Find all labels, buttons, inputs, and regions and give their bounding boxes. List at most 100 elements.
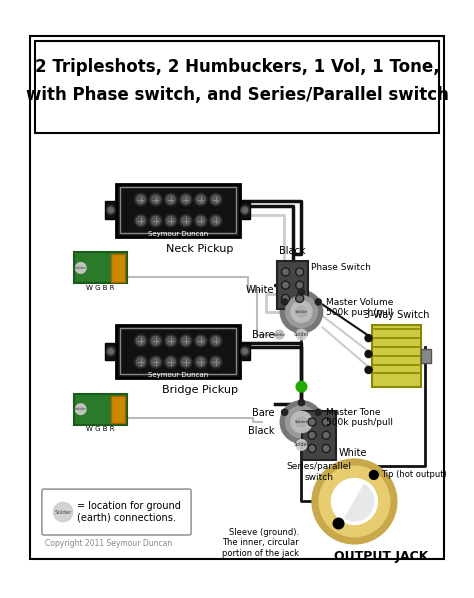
Circle shape <box>106 206 115 215</box>
Circle shape <box>310 419 315 425</box>
Bar <box>105 202 116 219</box>
Bar <box>116 184 240 237</box>
Circle shape <box>137 336 145 345</box>
Circle shape <box>297 296 302 301</box>
Bar <box>277 261 308 309</box>
Circle shape <box>283 269 288 274</box>
Circle shape <box>296 268 304 276</box>
Text: Solder: Solder <box>295 310 308 313</box>
Circle shape <box>210 215 222 227</box>
Bar <box>119 328 236 374</box>
Bar <box>116 325 240 378</box>
Circle shape <box>211 216 220 225</box>
Bar <box>111 254 125 282</box>
Text: White: White <box>246 285 274 295</box>
Text: 3-Way Switch: 3-Way Switch <box>364 310 429 319</box>
Circle shape <box>283 282 288 288</box>
Text: with Phase switch, and Series/Parallel switch: with Phase switch, and Series/Parallel s… <box>26 86 448 104</box>
Text: Series/parallel
switch: Series/parallel switch <box>287 462 352 481</box>
Text: Neck Pickup: Neck Pickup <box>166 243 234 254</box>
Text: Solder: Solder <box>293 443 310 447</box>
Circle shape <box>196 358 205 367</box>
Text: Solder: Solder <box>273 332 286 337</box>
Circle shape <box>211 336 220 345</box>
Circle shape <box>285 296 317 328</box>
Circle shape <box>210 356 222 368</box>
Text: W G B R: W G B R <box>86 285 115 291</box>
Text: Black: Black <box>248 426 274 436</box>
Circle shape <box>75 263 86 273</box>
Circle shape <box>196 336 205 345</box>
Circle shape <box>282 409 288 416</box>
Circle shape <box>296 281 304 289</box>
Text: Solder: Solder <box>55 509 72 514</box>
Circle shape <box>151 336 160 345</box>
Text: Solder: Solder <box>74 266 87 270</box>
Circle shape <box>180 215 192 227</box>
Text: 2 Tripleshots, 2 Humbuckers, 1 Vol, 1 Tone,: 2 Tripleshots, 2 Humbuckers, 1 Vol, 1 To… <box>35 58 439 76</box>
Circle shape <box>297 282 302 288</box>
Circle shape <box>210 335 222 347</box>
Circle shape <box>282 281 290 289</box>
Text: Master Tone
500k push/pull: Master Tone 500k push/pull <box>326 408 393 428</box>
Circle shape <box>108 208 113 213</box>
Text: Tip (hot output): Tip (hot output) <box>381 471 447 480</box>
Circle shape <box>182 336 190 345</box>
Circle shape <box>180 356 192 368</box>
Circle shape <box>331 478 377 524</box>
Circle shape <box>322 431 330 439</box>
Circle shape <box>285 406 317 438</box>
Circle shape <box>297 269 302 274</box>
Text: Bare: Bare <box>252 408 274 418</box>
Circle shape <box>282 268 290 276</box>
Text: Black: Black <box>279 246 306 257</box>
Circle shape <box>282 294 290 303</box>
Bar <box>105 343 116 360</box>
Bar <box>111 395 125 423</box>
Circle shape <box>210 193 222 206</box>
Text: Seymour Duncan: Seymour Duncan <box>148 372 208 378</box>
Circle shape <box>182 358 190 367</box>
Circle shape <box>324 432 329 438</box>
Bar <box>240 343 250 360</box>
Circle shape <box>240 347 249 356</box>
Circle shape <box>369 471 378 480</box>
Circle shape <box>164 215 177 227</box>
Circle shape <box>150 193 162 206</box>
Circle shape <box>150 356 162 368</box>
Text: Seymour Duncan: Seymour Duncan <box>148 231 208 237</box>
Circle shape <box>108 349 113 354</box>
Circle shape <box>151 358 160 367</box>
Circle shape <box>106 347 115 356</box>
Circle shape <box>315 409 321 416</box>
Text: Solder: Solder <box>74 407 87 411</box>
Circle shape <box>242 208 247 213</box>
Circle shape <box>166 195 175 204</box>
Text: W G B R: W G B R <box>86 426 115 432</box>
Circle shape <box>297 307 306 316</box>
Circle shape <box>324 446 329 451</box>
Circle shape <box>135 193 147 206</box>
Circle shape <box>297 307 306 316</box>
Circle shape <box>310 432 315 438</box>
Circle shape <box>195 215 207 227</box>
Circle shape <box>322 418 330 426</box>
Circle shape <box>150 215 162 227</box>
Circle shape <box>195 193 207 206</box>
Bar <box>420 349 431 363</box>
Circle shape <box>308 431 316 439</box>
Text: Bare: Bare <box>252 329 274 340</box>
Text: Master Volume
500k push/pull: Master Volume 500k push/pull <box>326 298 393 317</box>
Circle shape <box>365 350 372 358</box>
Circle shape <box>280 291 323 333</box>
Circle shape <box>308 444 316 453</box>
Circle shape <box>298 289 304 295</box>
Bar <box>372 325 420 387</box>
Circle shape <box>196 216 205 225</box>
Circle shape <box>297 417 306 426</box>
Circle shape <box>282 299 288 305</box>
FancyBboxPatch shape <box>42 489 191 535</box>
Bar <box>35 41 439 133</box>
Circle shape <box>280 401 323 443</box>
Circle shape <box>211 358 220 367</box>
